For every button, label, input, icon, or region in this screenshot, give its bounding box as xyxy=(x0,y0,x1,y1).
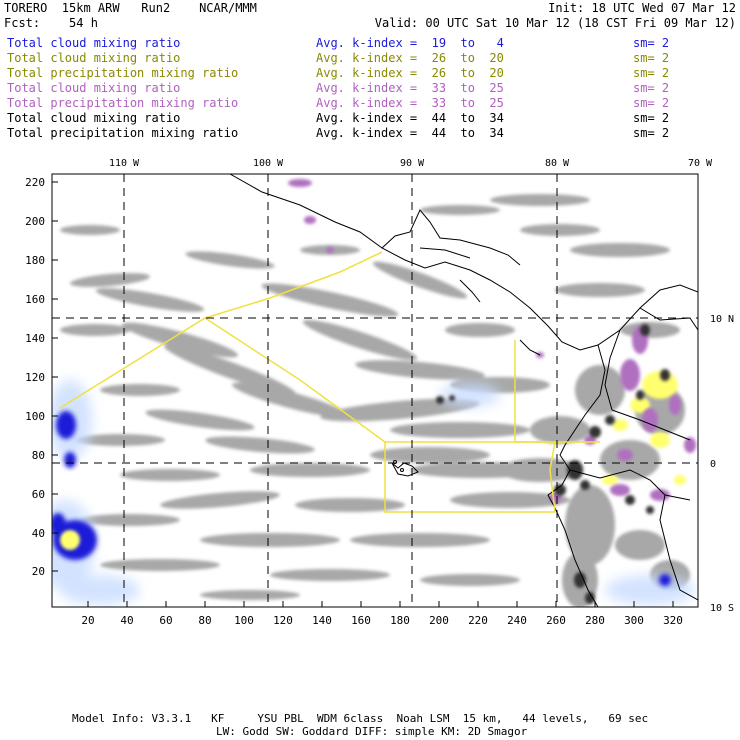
legend-field-label: Total cloud mixing ratio xyxy=(7,111,181,125)
y-tick-label: 140 xyxy=(25,332,45,345)
longitude-label: 70 W xyxy=(688,158,713,169)
legend-kindex-range: Avg. k-index = 19 to 4 xyxy=(316,36,504,50)
x-tick-label: 20 xyxy=(81,614,94,627)
legend-field-label: Total precipitation mixing ratio xyxy=(7,66,239,80)
y-tick-label: 80 xyxy=(32,449,45,462)
legend-smoothing: sm= 2 xyxy=(633,66,670,80)
model-run-title: TORERO 15km ARW Run2 NCAR/MMM xyxy=(4,1,257,15)
legend-field-label: Total cloud mixing ratio xyxy=(7,51,181,65)
legend-kindex-range: Avg. k-index = 33 to 25 xyxy=(316,81,504,95)
legend-kindex-range: Avg. k-index = 26 to 20 xyxy=(316,51,504,65)
longitude-label: 110 W xyxy=(109,158,140,169)
legend-field-label: Total cloud mixing ratio xyxy=(7,36,181,50)
latitude-label: 10 S xyxy=(710,603,734,614)
x-tick-label: 280 xyxy=(585,614,605,627)
x-tick-label: 320 xyxy=(663,614,683,627)
x-tick-label: 140 xyxy=(312,614,332,627)
latitude-label: 0 xyxy=(710,459,716,470)
longitude-label: 90 W xyxy=(400,158,425,169)
y-tick-label: 40 xyxy=(32,527,45,540)
legend-kindex-range: Avg. k-index = 44 to 34 xyxy=(316,111,504,125)
x-tick-label: 80 xyxy=(198,614,211,627)
x-tick-label: 220 xyxy=(468,614,488,627)
forecast-hour: Fcst: 54 h xyxy=(4,16,98,30)
legend-smoothing: sm= 2 xyxy=(633,96,670,110)
x-tick-label: 260 xyxy=(546,614,566,627)
coastlines xyxy=(229,174,698,607)
legend-smoothing: sm= 2 xyxy=(633,36,670,50)
y-tick-label: 60 xyxy=(32,488,45,501)
legend-field-label: Total precipitation mixing ratio xyxy=(7,96,239,110)
legend-smoothing: sm= 2 xyxy=(633,81,670,95)
longitude-label: 100 W xyxy=(253,158,284,169)
legend-smoothing: sm= 2 xyxy=(633,126,670,140)
x-tick-label: 120 xyxy=(273,614,293,627)
legend-kindex-range: Avg. k-index = 26 to 20 xyxy=(316,66,504,80)
map-frame xyxy=(51,173,699,608)
lat-lon-grid xyxy=(52,174,698,607)
x-tick-label: 100 xyxy=(234,614,254,627)
y-tick-label: 100 xyxy=(25,410,45,423)
longitude-label: 80 W xyxy=(545,158,570,169)
legend-kindex-range: Avg. k-index = 44 to 34 xyxy=(316,126,504,140)
latitude-label: 10 N xyxy=(710,314,734,325)
legend-field-label: Total precipitation mixing ratio xyxy=(7,126,239,140)
axis-ticks xyxy=(52,181,674,607)
y-tick-label: 220 xyxy=(25,176,45,189)
y-tick-label: 20 xyxy=(32,565,45,578)
nested-domains xyxy=(59,251,600,513)
x-tick-label: 60 xyxy=(159,614,172,627)
very-high-kindex-cloud xyxy=(436,324,670,604)
y-tick-label: 200 xyxy=(25,215,45,228)
init-time: Init: 18 UTC Wed 07 Mar 12 xyxy=(548,1,736,15)
x-tick-label: 160 xyxy=(351,614,371,627)
x-tick-label: 200 xyxy=(429,614,449,627)
model-info: Model Info: V3.3.1 KF YSU PBL WDM 6class… xyxy=(72,712,649,725)
y-tick-label: 120 xyxy=(25,371,45,384)
legend-field-label: Total cloud mixing ratio xyxy=(7,81,181,95)
x-tick-label: 240 xyxy=(507,614,527,627)
x-tick-label: 180 xyxy=(390,614,410,627)
x-tick-label: 40 xyxy=(120,614,133,627)
legend-kindex-range: Avg. k-index = 33 to 25 xyxy=(316,96,504,110)
valid-time: Valid: 00 UTC Sat 10 Mar 12 (18 CST Fri … xyxy=(374,16,736,30)
y-tick-label: 160 xyxy=(25,293,45,306)
y-tick-label: 180 xyxy=(25,254,45,267)
x-tick-label: 300 xyxy=(624,614,644,627)
legend-smoothing: sm= 2 xyxy=(633,51,670,65)
legend-smoothing: sm= 2 xyxy=(633,111,670,125)
physics-info: LW: Godd SW: Goddard DIFF: simple KM: 2D… xyxy=(216,725,528,738)
